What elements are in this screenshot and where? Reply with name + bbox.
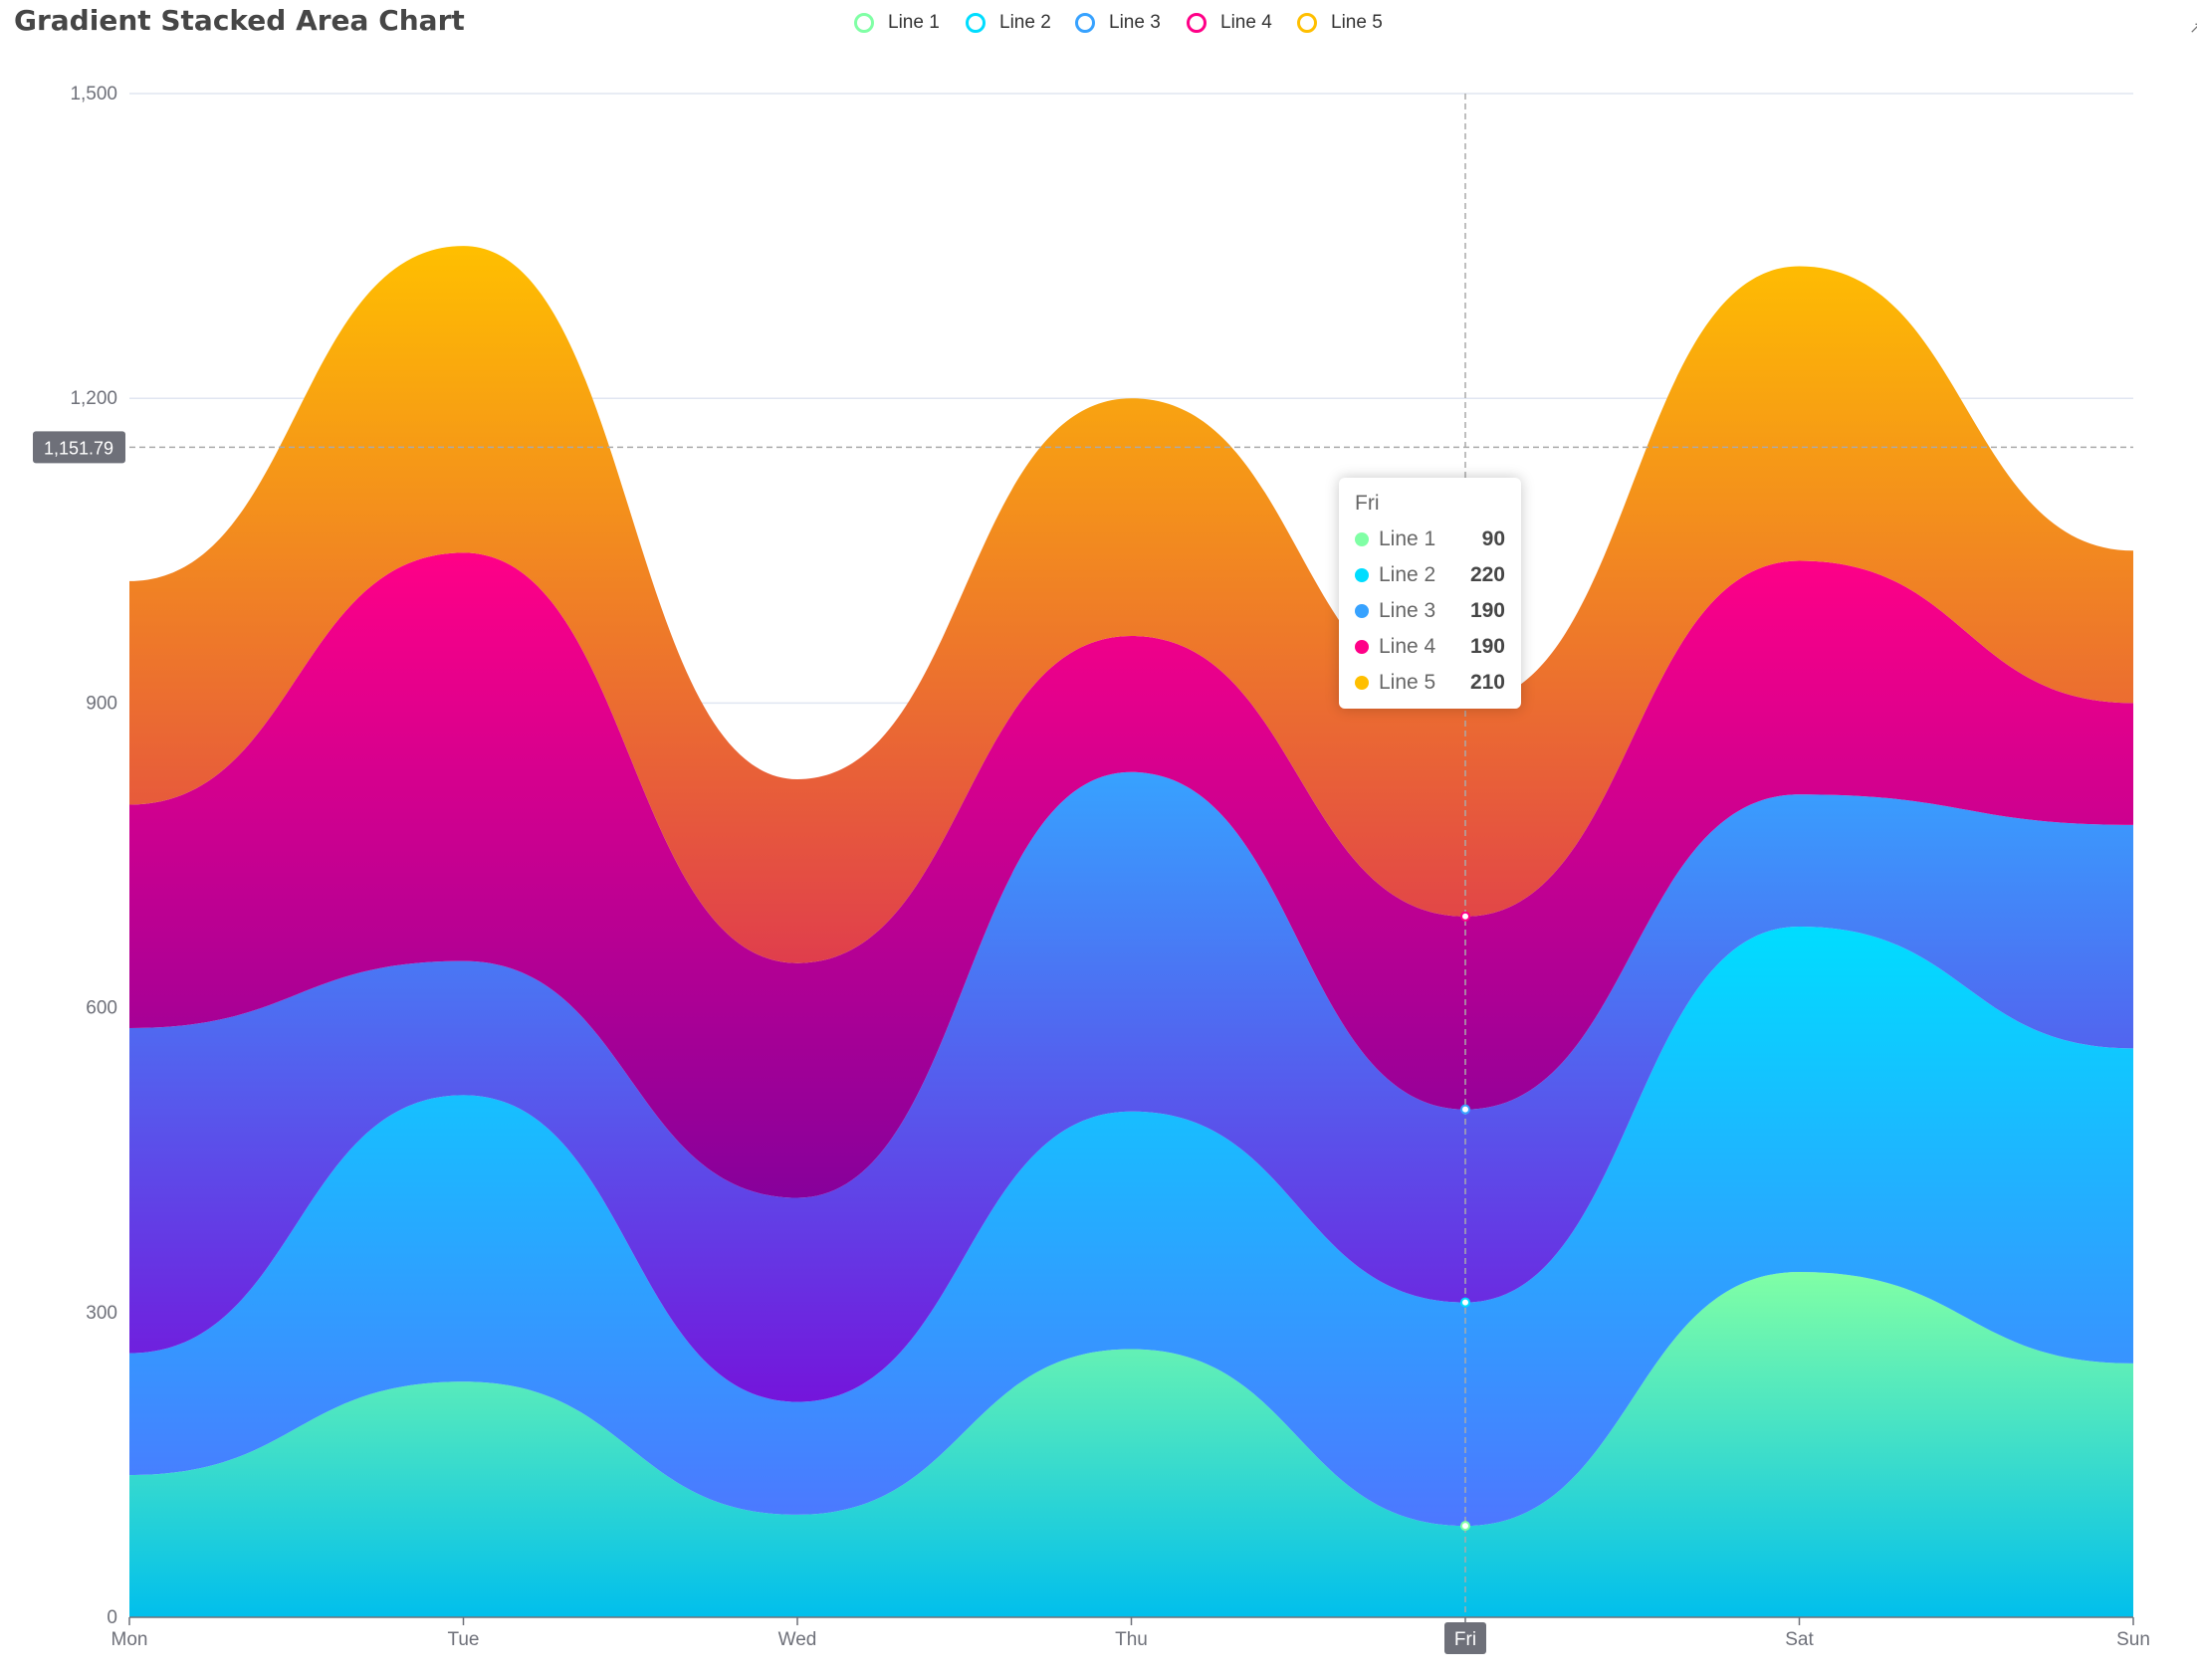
x-pointer-label: Fri xyxy=(1454,1629,1476,1650)
legend-line-1-icon xyxy=(854,13,874,33)
tooltip-title: Fri xyxy=(1355,492,1380,515)
point-line-4 xyxy=(1460,911,1470,922)
x-tick-label: Tue xyxy=(447,1629,479,1650)
y-tick-label: 300 xyxy=(86,1303,117,1324)
y-tick-label: 1,500 xyxy=(70,84,117,105)
legend-line-5-label: Line 5 xyxy=(1331,12,1383,33)
legend-line-4-icon xyxy=(1187,13,1207,33)
tooltip-line-5-dot-icon xyxy=(1355,676,1369,690)
legend-item-line-1[interactable]: Line 1 xyxy=(854,8,940,38)
tooltip-line-2-name: Line 2 xyxy=(1379,563,1436,586)
tooltip: Fri Line 1 90 Line 2 220 Line 3 190 Line… xyxy=(1339,478,1521,709)
tooltip-line-1-dot-icon xyxy=(1355,532,1369,546)
legend-item-line-2[interactable]: Line 2 xyxy=(966,8,1051,38)
x-tick-label: Wed xyxy=(778,1629,817,1650)
legend-item-line-4[interactable]: Line 4 xyxy=(1187,8,1272,38)
tooltip-line-5-value: 210 xyxy=(1469,671,1505,694)
point-line-3 xyxy=(1460,1104,1470,1115)
tooltip-line-5-name: Line 5 xyxy=(1379,671,1436,694)
legend-line-3-icon xyxy=(1075,13,1095,33)
x-pointer-label-bg xyxy=(1444,1622,1486,1654)
legend-line-4-label: Line 4 xyxy=(1220,12,1272,33)
y-tick-label: 600 xyxy=(86,998,117,1019)
chart-title: Gradient Stacked Area Chart xyxy=(14,4,465,37)
y-pointer-label: 1,151.79 xyxy=(44,438,113,458)
tooltip-line-1-value: 90 xyxy=(1481,527,1505,550)
point-line-2 xyxy=(1460,1297,1470,1308)
tooltip-line-3-value: 190 xyxy=(1469,599,1505,622)
tooltip-line-3-dot-icon xyxy=(1355,604,1369,618)
tooltip-row-line-2: Line 2 220 xyxy=(1355,557,1505,593)
point-line-1 xyxy=(1460,1521,1470,1532)
tooltip-row-line-3: Line 3 190 xyxy=(1355,593,1505,629)
tooltip-line-3-name: Line 3 xyxy=(1379,599,1436,622)
tooltip-row-line-4: Line 4 190 xyxy=(1355,629,1505,665)
y-tick-label: 900 xyxy=(86,693,117,714)
legend-item-line-3[interactable]: Line 3 xyxy=(1075,8,1161,38)
area-line-3[interactable] xyxy=(129,771,2133,1402)
area-line-5[interactable] xyxy=(129,246,2133,963)
area-line-4[interactable] xyxy=(129,552,2133,1198)
legend-line-3-label: Line 3 xyxy=(1109,12,1161,33)
x-tick-label: Sat xyxy=(1785,1629,1814,1650)
x-tick-label: Mon xyxy=(111,1629,148,1650)
area-line-1[interactable] xyxy=(129,1271,2133,1617)
legend-line-2-label: Line 2 xyxy=(999,12,1051,33)
legend-item-line-5[interactable]: Line 5 xyxy=(1297,8,1383,38)
x-tick-label: Thu xyxy=(1115,1629,1148,1650)
area-line-2[interactable] xyxy=(129,926,2133,1527)
tooltip-row-line-5: Line 5 210 xyxy=(1355,665,1505,701)
tooltip-line-2-dot-icon xyxy=(1355,568,1369,582)
tooltip-line-4-value: 190 xyxy=(1469,635,1505,658)
tooltip-line-4-dot-icon xyxy=(1355,640,1369,654)
tooltip-line-2-value: 220 xyxy=(1469,563,1505,586)
legend-line-2-icon xyxy=(966,13,986,33)
y-pointer-label-bg xyxy=(33,431,125,464)
legend: Line 1 Line 2 Line 3 Line 4 Line 5 xyxy=(0,8,2197,38)
y-tick-label: 0 xyxy=(107,1607,117,1628)
tooltip-line-1-name: Line 1 xyxy=(1379,527,1436,550)
tooltip-line-4-name: Line 4 xyxy=(1379,635,1436,658)
legend-line-1-label: Line 1 xyxy=(888,12,940,33)
legend-line-5-icon xyxy=(1297,13,1317,33)
x-tick-label: Sun xyxy=(2116,1629,2150,1650)
tooltip-row-line-1: Line 1 90 xyxy=(1355,522,1505,557)
toolbox-icon[interactable]: ↗ xyxy=(2189,20,2197,34)
y-tick-label: 1,200 xyxy=(70,388,117,409)
